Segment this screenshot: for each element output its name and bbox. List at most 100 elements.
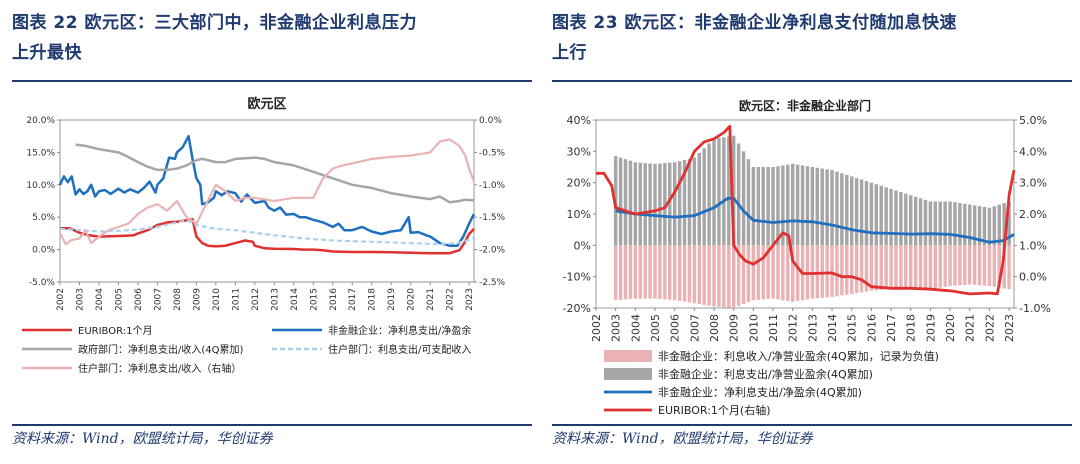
bar-interest-received [963, 245, 967, 285]
bar-interest-paid [776, 166, 780, 246]
legend-label: 住户部门：净利息支出/收入（右轴） [78, 362, 241, 375]
series-line- [59, 219, 475, 245]
bar-interest-paid [790, 163, 795, 246]
left-y-tick-label: 10% [567, 208, 591, 221]
bar-interest-paid [648, 163, 652, 246]
right-source-note: 资料来源：Wind，欧盟统计局，华创证券 [552, 431, 813, 447]
bar-interest-received [840, 245, 844, 296]
bar-interest-paid [658, 163, 662, 246]
x-tick-label: 2010 [212, 288, 222, 311]
bar-interest-received [766, 245, 770, 299]
bar-interest-paid [904, 193, 908, 246]
left-top-rule [12, 80, 532, 82]
x-tick-label: 2019 [387, 288, 397, 311]
x-tick-label: 2015 [846, 314, 859, 342]
bar-interest-paid [736, 143, 741, 246]
left-figure-title: 图表 22 欧元区：三大部门中，非金融企业利息压力 上升最快 [12, 8, 537, 68]
bar-interest-received [894, 245, 898, 290]
bar-interest-paid [874, 184, 879, 246]
left-bottom-rule [12, 424, 532, 426]
right-y-tick-label: -1.0% [479, 181, 506, 191]
bar-interest-received [731, 245, 736, 308]
series-line- [58, 134, 476, 247]
legend-label: 非金融企业：净利息支出/净盈余(4Q累加) [658, 385, 862, 399]
bar-interest-received [972, 245, 977, 285]
bar-interest-received [968, 245, 972, 285]
bar-interest-received [761, 245, 765, 300]
bar-interest-received [943, 245, 947, 287]
bar-interest-received [815, 245, 820, 299]
bar-interest-received [790, 245, 795, 302]
bar-interest-received [658, 245, 662, 299]
left-y-tick-label: -10% [563, 271, 591, 284]
legend-label: 政府部门：净利息支出/收入(4Q累加) [78, 343, 244, 356]
bar-interest-paid [786, 164, 790, 246]
x-tick-label: 2017 [348, 288, 358, 311]
x-tick-label: 2020 [944, 314, 957, 342]
bar-interest-received [623, 245, 628, 300]
x-tick-label: 2021 [964, 314, 977, 342]
bar-interest-paid [977, 206, 982, 246]
bar-interest-paid [963, 203, 967, 246]
bar-interest-paid [953, 202, 957, 246]
bar-interest-received [628, 245, 633, 299]
right-figure-panel: 图表 23 欧元区：非金融企业净利息支付随加息快速 上行 欧元区：非金融企业部门… [552, 0, 1077, 464]
bar-interest-paid [928, 201, 933, 246]
bar-interest-paid [672, 162, 677, 246]
x-tick-label: 2011 [767, 314, 780, 342]
right-y-tick-label: -1.5% [479, 213, 506, 223]
x-tick-label: 2013 [806, 314, 819, 342]
right-y-tick-label: -2.0% [479, 246, 506, 256]
bar-interest-paid [663, 163, 667, 246]
bar-interest-paid [918, 198, 923, 246]
x-tick-label: 2020 [407, 288, 417, 311]
right-figure-title-line2: 上行 [552, 43, 587, 63]
bar-interest-paid [933, 201, 938, 246]
right-y-tick-label: -2.5% [479, 278, 506, 288]
bar-interest-paid [820, 168, 824, 246]
bar-interest-paid [805, 166, 810, 246]
bar-interest-received [933, 245, 938, 289]
x-tick-label: 2003 [610, 314, 623, 342]
x-tick-label: 2005 [114, 288, 124, 311]
x-tick-label: 2021 [426, 288, 436, 311]
bar-interest-paid [997, 204, 1001, 246]
bar-interest-received [982, 245, 987, 286]
x-tick-label: 2004 [95, 288, 105, 311]
right-bottom-rule [552, 424, 1072, 426]
left-figure-title-line2: 上升最快 [12, 43, 82, 63]
bar-interest-received [746, 245, 751, 303]
bar-interest-received [869, 245, 874, 291]
bar-interest-paid [884, 187, 888, 246]
bar-interest-paid [618, 157, 623, 246]
x-tick-label: 2014 [290, 288, 300, 311]
bar-interest-received [977, 245, 982, 286]
bar-interest-received [987, 245, 992, 287]
bar-interest-paid [879, 185, 883, 246]
x-tick-label: 2002 [56, 288, 66, 311]
bar-interest-paid [668, 162, 672, 246]
bar-interest-received [653, 245, 657, 299]
x-tick-label: 2016 [865, 314, 878, 342]
bar-interest-received [909, 245, 913, 290]
bar-interest-received [953, 245, 957, 286]
bar-interest-paid [1002, 203, 1006, 246]
bar-interest-paid [958, 203, 962, 246]
bar-interest-paid [687, 158, 692, 246]
bar-interest-received [795, 245, 800, 301]
x-tick-label: 2008 [708, 314, 721, 342]
bar-interest-paid [899, 192, 903, 246]
bar-interest-paid [810, 167, 815, 246]
x-tick-label: 2019 [924, 314, 937, 342]
bar-interest-paid [849, 176, 854, 246]
bar-interest-received [928, 245, 933, 290]
bar-interest-paid [722, 137, 726, 246]
bar-interest-paid [677, 161, 682, 246]
legend-label: 非金融企业：净利息支出/净盈余 [328, 324, 471, 337]
bar-interest-paid [781, 165, 785, 246]
bar-interest-paid [702, 148, 706, 246]
bar-interest-paid [766, 167, 770, 246]
bar-interest-paid [761, 167, 765, 246]
bar-interest-received [786, 245, 790, 301]
bar-interest-paid [859, 179, 864, 246]
